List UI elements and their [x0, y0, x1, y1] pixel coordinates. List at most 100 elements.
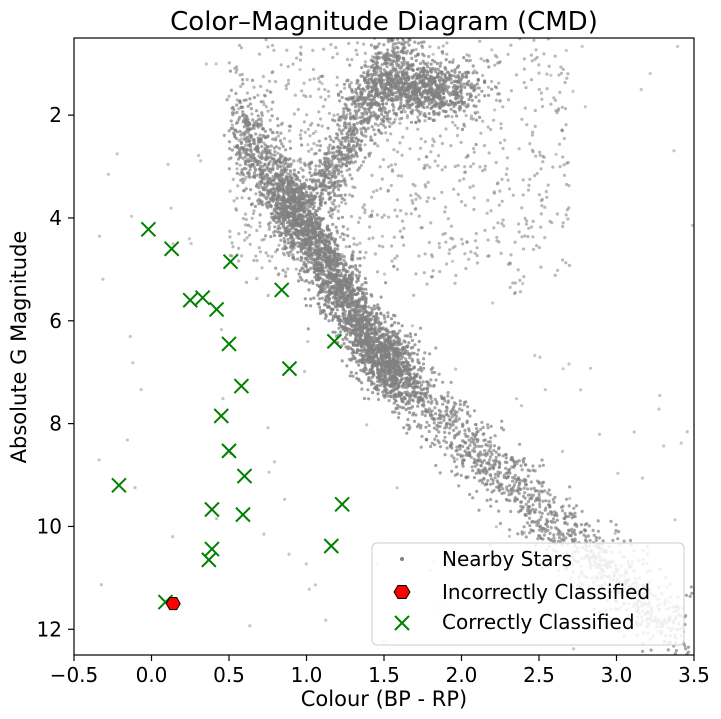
- nearby-star-point: [289, 186, 293, 190]
- nearby-star-point: [420, 383, 424, 387]
- nearby-star-point: [461, 444, 465, 449]
- nearby-star-point: [242, 166, 246, 171]
- nearby-star-point: [299, 247, 304, 251]
- nearby-star-point: [537, 495, 541, 499]
- nearby-star-point: [387, 399, 391, 403]
- nearby-star-point: [281, 247, 285, 251]
- nearby-star-point: [386, 311, 390, 315]
- nearby-star-point: [334, 304, 339, 309]
- nearby-star-point: [425, 380, 429, 384]
- nearby-star-point: [551, 517, 556, 521]
- nearby-star-point: [393, 360, 397, 364]
- nearby-star-point: [361, 355, 365, 359]
- nearby-star-point: [353, 315, 357, 319]
- nearby-star-point: [379, 361, 384, 365]
- nearby-star-point: [416, 360, 420, 364]
- nearby-star-point: [450, 408, 455, 412]
- nearby-star-point: [363, 156, 367, 160]
- nearby-star-point: [327, 240, 332, 244]
- nearby-star-point: [454, 465, 458, 469]
- nearby-star-point: [236, 120, 240, 124]
- nearby-star-point: [342, 237, 346, 242]
- nearby-star-point: [567, 528, 571, 532]
- nearby-star-point: [443, 435, 447, 439]
- nearby-star-point: [592, 533, 596, 537]
- nearby-star-point: [391, 410, 395, 414]
- nearby-star-point: [391, 382, 395, 386]
- nearby-star-point: [267, 162, 271, 167]
- nearby-star-point: [351, 270, 355, 274]
- nearby-star-point: [252, 137, 256, 141]
- nearby-star-point: [482, 432, 486, 436]
- nearby-star-point: [301, 175, 305, 179]
- nearby-star-point: [407, 341, 411, 345]
- nearby-star-point: [411, 413, 415, 417]
- nearby-star-point: [243, 161, 248, 165]
- nearby-star-point: [544, 499, 548, 503]
- nearby-star-point: [497, 447, 501, 451]
- nearby-star-point: [289, 162, 293, 166]
- nearby-star-point: [542, 533, 547, 537]
- nearby-star-point: [276, 124, 280, 128]
- nearby-star-point: [573, 537, 577, 541]
- nearby-star-point: [391, 352, 395, 356]
- nearby-star-point: [538, 502, 542, 506]
- nearby-star-point: [254, 109, 259, 113]
- nearby-star-point: [373, 307, 377, 311]
- nearby-star-point: [524, 502, 528, 506]
- nearby-star-point: [596, 519, 600, 523]
- nearby-star-point: [317, 302, 321, 306]
- nearby-star-point: [583, 529, 587, 533]
- nearby-star-point: [309, 174, 313, 178]
- nearby-star-point: [386, 394, 390, 398]
- nearby-star-point: [448, 418, 452, 422]
- nearby-star-point: [360, 283, 364, 287]
- nearby-star-point: [591, 528, 595, 533]
- nearby-star-point: [379, 311, 383, 315]
- nearby-star-point: [416, 368, 420, 372]
- nearby-star-point: [475, 437, 479, 441]
- nearby-star-point: [259, 156, 263, 160]
- nearby-star-point: [401, 348, 405, 352]
- nearby-star-point: [347, 142, 351, 146]
- nearby-star-point: [397, 342, 401, 346]
- nearby-star-point: [520, 468, 524, 472]
- nearby-star-point: [622, 539, 626, 543]
- nearby-star-point: [434, 412, 438, 416]
- nearby-star-point: [273, 172, 277, 176]
- nearby-star-point: [315, 266, 319, 270]
- nearby-star-point: [504, 453, 508, 457]
- nearby-star-point: [382, 370, 387, 374]
- nearby-star-point: [270, 153, 274, 157]
- nearby-star-point: [496, 474, 500, 478]
- nearby-star-point: [376, 303, 380, 307]
- nearby-star-point: [402, 361, 406, 365]
- nearby-star-point: [477, 444, 481, 448]
- nearby-star-point: [482, 458, 486, 463]
- nearby-star-point: [270, 178, 274, 182]
- nearby-star-point: [416, 404, 420, 408]
- nearby-star-point: [322, 258, 326, 262]
- nearby-star-point: [527, 511, 531, 515]
- nearby-star-point: [342, 341, 346, 346]
- nearby-star-point: [541, 499, 545, 503]
- nearby-star-point: [412, 390, 417, 394]
- nearby-star-point: [409, 335, 413, 339]
- nearby-star-point: [568, 485, 572, 489]
- nearby-star-point: [354, 327, 358, 331]
- nearby-star-point: [399, 354, 403, 358]
- nearby-star-point: [393, 370, 397, 374]
- nearby-star-point: [539, 489, 543, 493]
- nearby-star-point: [257, 197, 261, 201]
- nearby-star-point: [397, 391, 401, 395]
- nearby-star-point: [407, 401, 411, 405]
- nearby-star-point: [397, 411, 401, 415]
- nearby-star-point: [395, 406, 399, 410]
- nearby-star-point: [241, 82, 245, 86]
- nearby-star-point: [335, 308, 339, 312]
- nearby-star-point: [553, 520, 557, 524]
- nearby-star-point: [424, 425, 428, 429]
- nearby-star-point: [395, 335, 400, 339]
- nearby-star-point: [372, 342, 376, 347]
- nearby-star-point: [437, 441, 441, 445]
